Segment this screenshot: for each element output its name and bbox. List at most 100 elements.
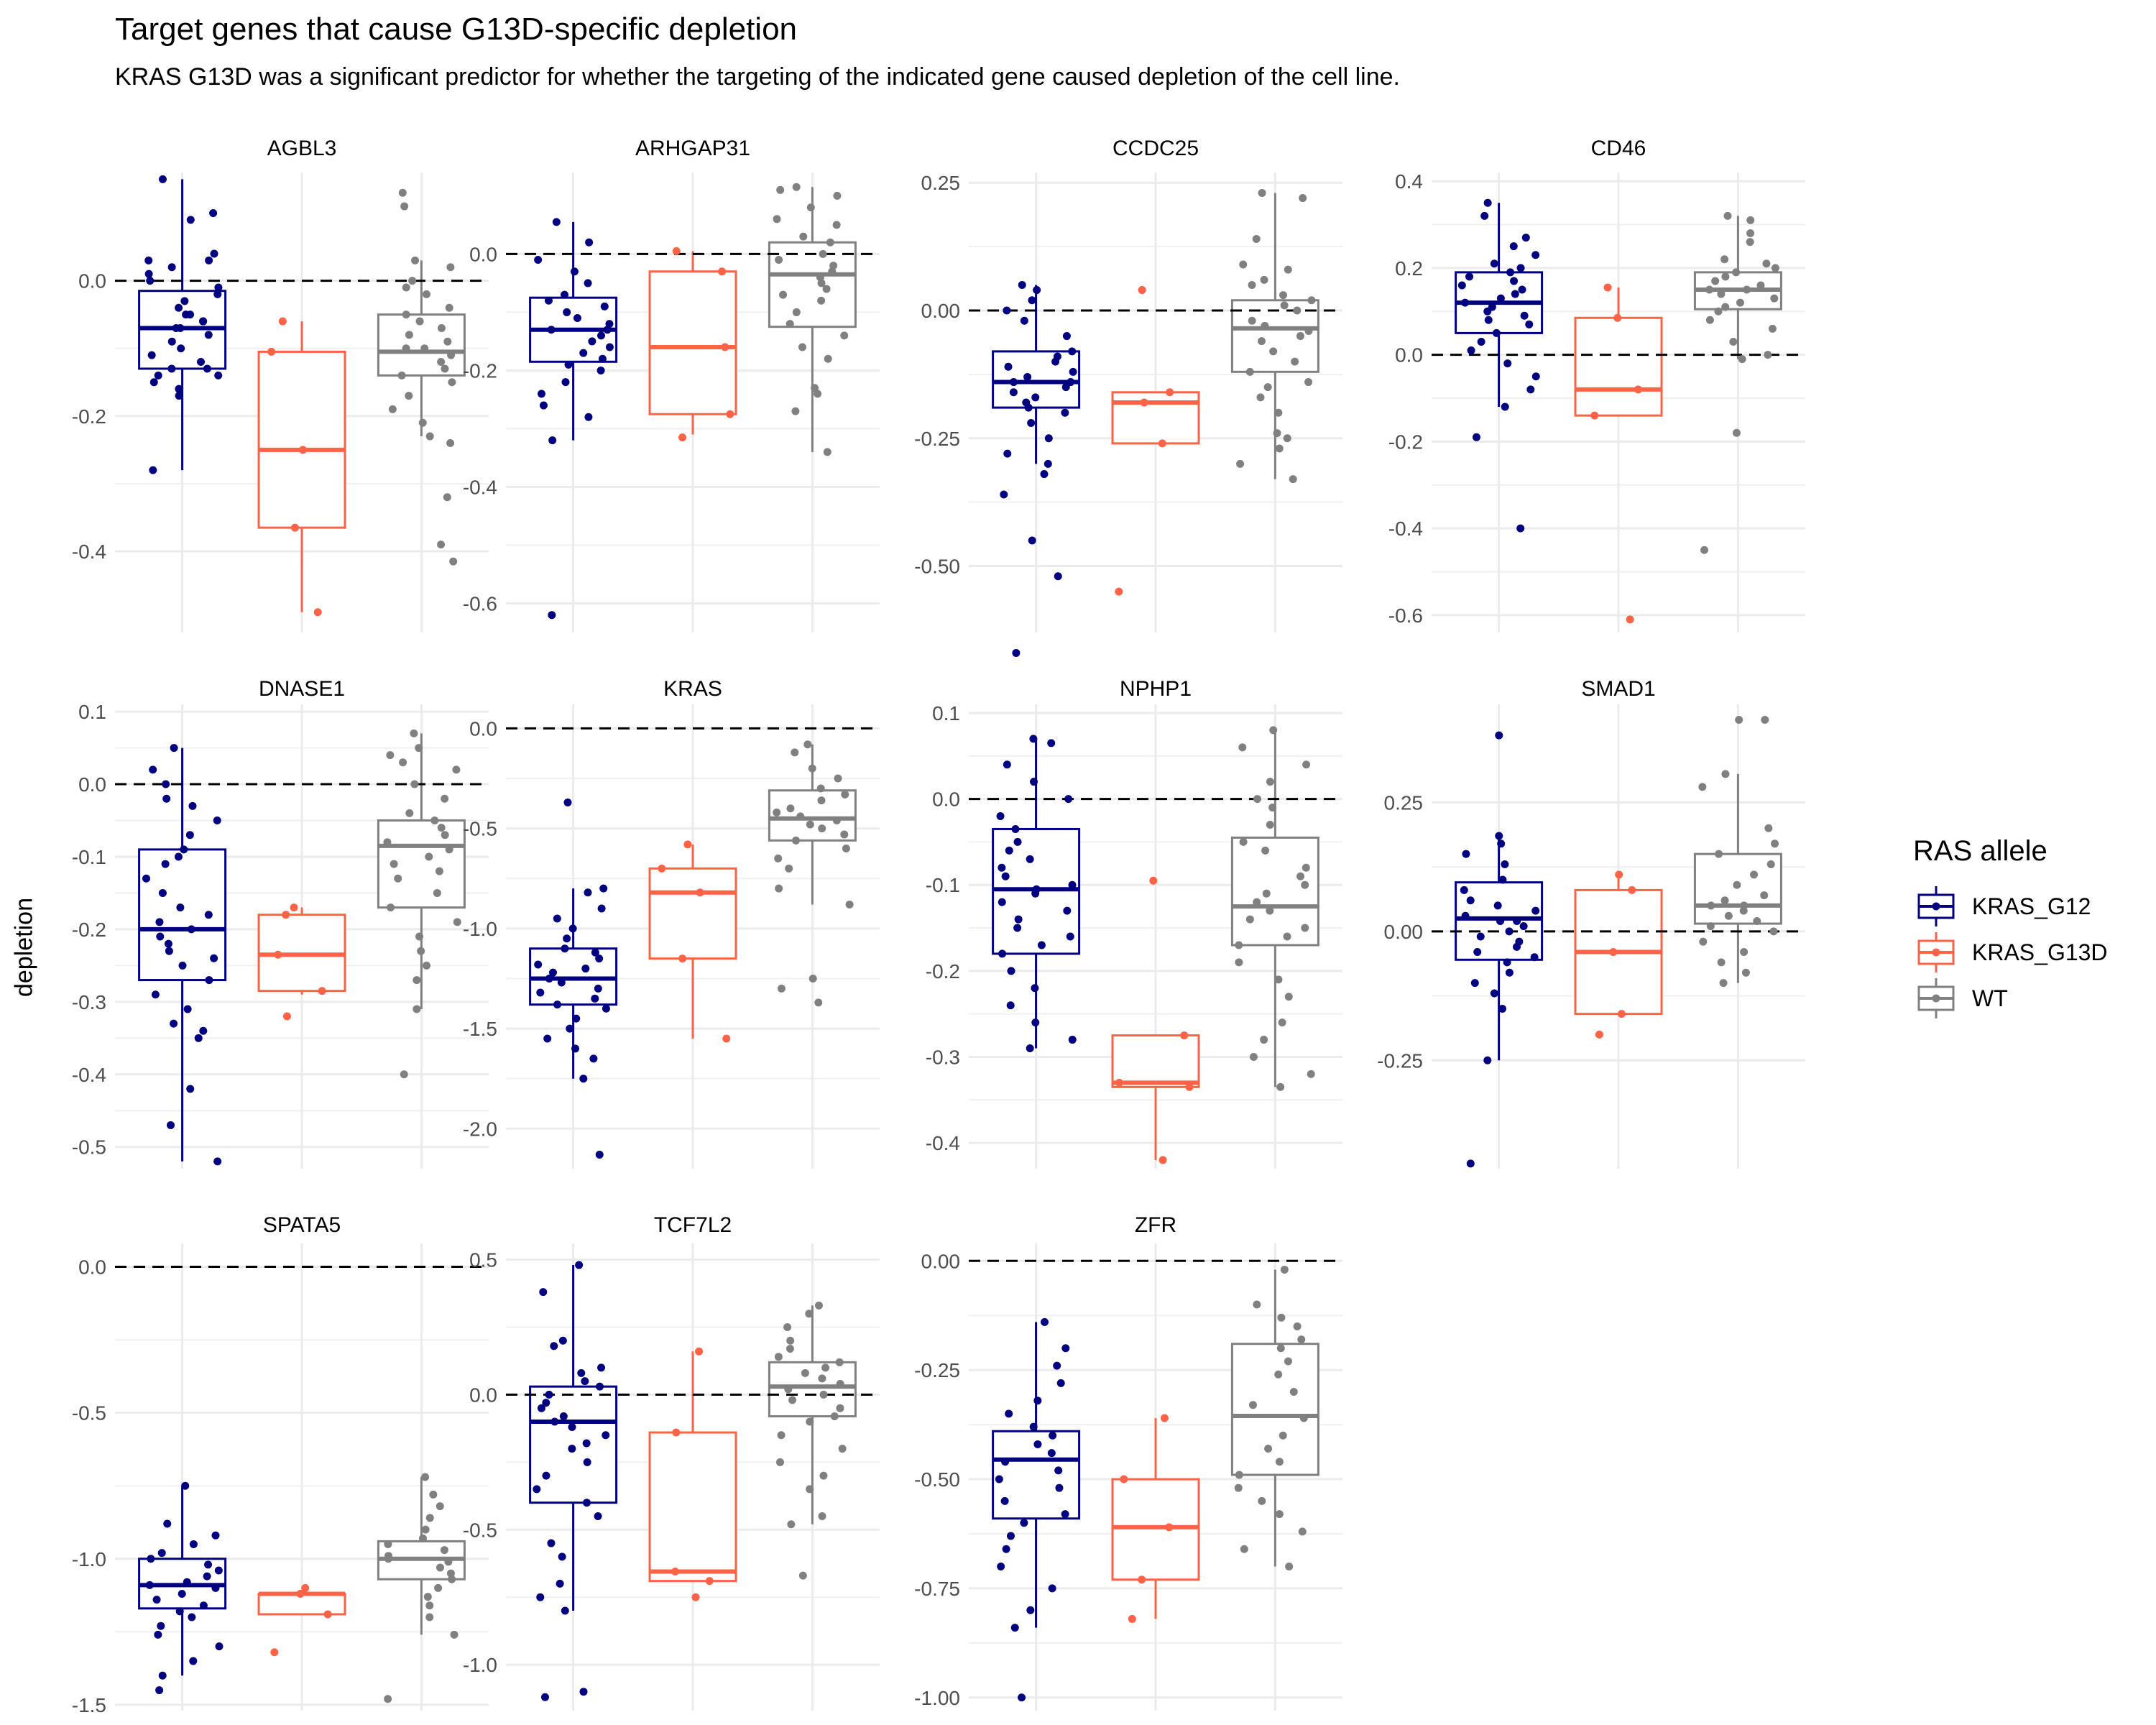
data-point — [1031, 889, 1040, 898]
data-point — [1505, 927, 1514, 936]
data-point — [1248, 316, 1256, 325]
data-point — [1062, 332, 1071, 341]
data-point — [1269, 347, 1278, 356]
data-point — [798, 1571, 807, 1580]
data-point — [1158, 439, 1166, 448]
data-point — [1483, 1056, 1492, 1064]
data-point — [1465, 272, 1474, 281]
data-point — [776, 185, 785, 194]
data-point — [1274, 408, 1283, 417]
data-point — [1283, 434, 1291, 443]
data-point — [318, 987, 326, 995]
data-point — [1033, 1440, 1042, 1448]
data-point — [446, 438, 455, 447]
data-point — [1140, 398, 1148, 407]
y-tick-label: 0.0 — [78, 773, 106, 796]
data-point — [425, 1514, 434, 1522]
data-point — [441, 794, 449, 803]
data-point — [1771, 264, 1779, 272]
data-point — [777, 1431, 786, 1440]
box-kras-g13d — [648, 844, 737, 1039]
data-point — [1299, 1414, 1308, 1422]
data-point — [443, 493, 451, 502]
data-point — [151, 990, 160, 999]
data-point — [559, 1412, 568, 1420]
data-point — [1261, 846, 1270, 855]
facet-title: ARHGAP31 — [635, 137, 750, 160]
data-point — [400, 202, 409, 211]
data-point — [1603, 283, 1612, 292]
data-point — [1771, 840, 1779, 848]
data-point — [1138, 1576, 1146, 1584]
data-point — [209, 208, 218, 217]
data-point — [1301, 880, 1309, 889]
data-point — [1714, 307, 1723, 316]
data-point — [718, 267, 727, 276]
data-point — [550, 1417, 559, 1426]
box-kras-g12 — [529, 1265, 618, 1611]
data-point — [188, 1613, 196, 1622]
points-kras-g12 — [534, 798, 610, 1159]
box-kras-g13d — [1574, 874, 1663, 1016]
data-point — [1297, 1335, 1306, 1344]
data-point — [1516, 524, 1525, 533]
data-point — [1715, 850, 1723, 858]
data-point — [213, 816, 221, 824]
data-point — [1120, 1475, 1128, 1484]
data-point — [808, 764, 816, 773]
data-point — [187, 925, 195, 934]
data-point — [1706, 922, 1715, 931]
data-point — [1302, 760, 1311, 769]
data-point — [214, 1566, 223, 1575]
box-kras-g13d — [1574, 288, 1663, 417]
data-point — [448, 1575, 456, 1583]
data-point — [542, 1471, 550, 1480]
data-point — [384, 1695, 392, 1703]
data-point — [1296, 332, 1304, 341]
points-kras-g13d — [671, 1347, 714, 1601]
data-point — [563, 798, 572, 806]
data-point — [1720, 255, 1729, 264]
data-point — [1067, 378, 1075, 387]
points-kras-g12 — [995, 1317, 1070, 1702]
data-point — [1037, 941, 1046, 949]
data-point — [1466, 896, 1475, 905]
data-point — [570, 267, 579, 276]
data-point — [1236, 459, 1245, 468]
box-iqr — [648, 270, 737, 415]
data-point — [1298, 1527, 1307, 1536]
data-point — [1245, 367, 1254, 376]
data-point — [1530, 953, 1539, 962]
data-point — [584, 413, 593, 421]
facet-ccdc25: CCDC25 0.25 0.00 -0.25 -0.50 — [914, 137, 1342, 657]
data-point — [1000, 490, 1008, 499]
data-point — [1284, 993, 1293, 1001]
legend: RAS allele KRAS_G12 KRAS_G13D WT — [1913, 835, 2108, 1021]
data-point — [282, 911, 290, 919]
data-point — [203, 1572, 211, 1581]
data-point — [1149, 876, 1158, 885]
data-point — [1739, 906, 1748, 915]
data-point — [1707, 901, 1715, 910]
data-point — [1011, 824, 1020, 833]
data-point — [149, 765, 157, 774]
data-point — [214, 283, 223, 292]
data-point — [1258, 1496, 1266, 1505]
data-point — [411, 256, 420, 264]
facet-zfr: ZFR 0.00 -0.25 -0.50 -0.75 -1.00 — [914, 1213, 1342, 1711]
data-point — [436, 1563, 444, 1572]
data-point — [683, 840, 692, 849]
data-point — [170, 744, 178, 753]
data-point — [600, 302, 609, 310]
data-point — [1753, 916, 1761, 925]
data-point — [1729, 337, 1738, 346]
chart-title: Target genes that cause G13D-specific de… — [115, 12, 798, 47]
y-tick-label: -0.25 — [914, 428, 960, 450]
data-point — [1026, 1606, 1035, 1614]
data-point — [1028, 296, 1036, 305]
data-point — [568, 924, 577, 933]
data-point — [163, 1519, 172, 1528]
data-point — [1261, 321, 1269, 330]
data-point — [1276, 1082, 1285, 1091]
data-point — [1260, 1036, 1268, 1044]
